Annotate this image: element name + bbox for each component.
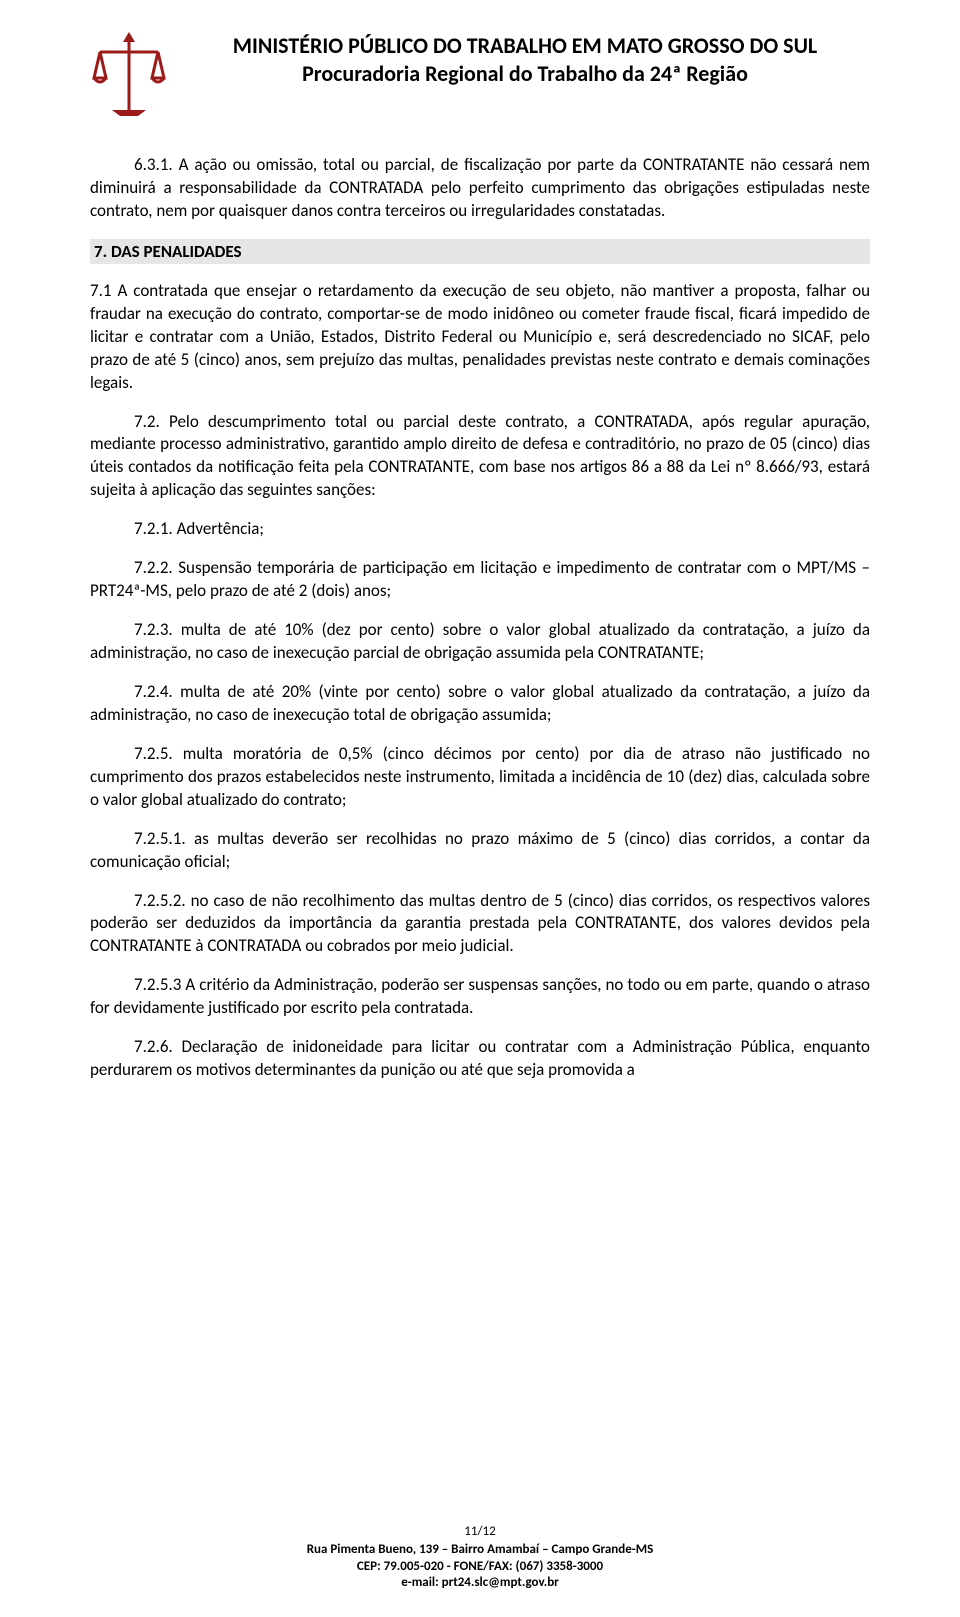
clause-7-2-5-2: 7.2.5.2. no caso de não recolhimento das… [90, 890, 870, 959]
clause-6-3-1: 6.3.1. A ação ou omissão, total ou parci… [90, 154, 870, 223]
header-subtitle: Procuradoria Regional do Trabalho da 24ª… [180, 60, 870, 88]
clause-7-2-5: 7.2.5. multa moratória de 0,5% (cinco dé… [90, 743, 870, 812]
document-body: 6.3.1. A ação ou omissão, total ou parci… [90, 154, 870, 1082]
page-number: 11/12 [0, 1524, 960, 1540]
section-7-heading: 7. DAS PENALIDADES [90, 239, 870, 264]
footer-email: e-mail: prt24.slc@mpt.gov.br [0, 1575, 960, 1591]
footer-address: Rua Pimenta Bueno, 139 – Bairro Amambaí … [0, 1542, 960, 1558]
clause-7-2: 7.2. Pelo descumprimento total ou parcia… [90, 411, 870, 503]
footer-contact: CEP: 79.005-020 - FONE/FAX: (067) 3358-3… [0, 1559, 960, 1575]
clause-7-2-1: 7.2.1. Advertência; [90, 518, 870, 541]
document-page: MINISTÉRIO PÚBLICO DO TRABALHO EM MATO G… [0, 0, 960, 1138]
clause-7-2-5-1: 7.2.5.1. as multas deverão ser recolhida… [90, 828, 870, 874]
document-footer: 11/12 Rua Pimenta Bueno, 139 – Bairro Am… [0, 1524, 960, 1591]
clause-7-2-3: 7.2.3. multa de até 10% (dez por cento) … [90, 619, 870, 665]
document-header: MINISTÉRIO PÚBLICO DO TRABALHO EM MATO G… [90, 28, 870, 118]
clause-7-2-5-3: 7.2.5.3 A critério da Administração, pod… [90, 974, 870, 1020]
clause-7-2-4: 7.2.4. multa de até 20% (vinte por cento… [90, 681, 870, 727]
clause-7-2-2: 7.2.2. Suspensão temporária de participa… [90, 557, 870, 603]
clause-7-1: 7.1 A contratada que ensejar o retardame… [90, 280, 870, 395]
header-text-block: MINISTÉRIO PÚBLICO DO TRABALHO EM MATO G… [180, 28, 870, 87]
clause-7-2-6: 7.2.6. Declaração de inidoneidade para l… [90, 1036, 870, 1082]
mpt-logo-icon [90, 28, 168, 118]
header-title: MINISTÉRIO PÚBLICO DO TRABALHO EM MATO G… [180, 32, 870, 60]
